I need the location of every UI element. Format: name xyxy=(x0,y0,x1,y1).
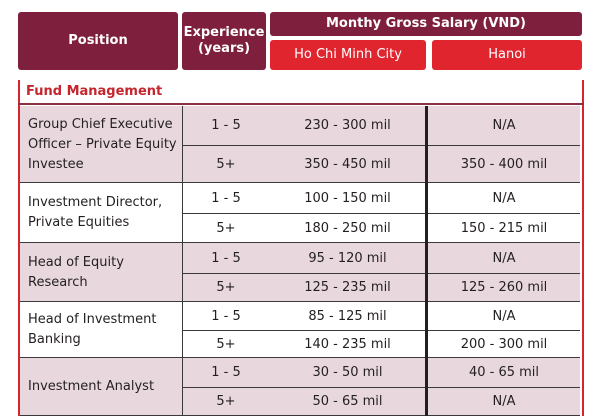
hcmc-salary-cell: 350 - 450 mil xyxy=(304,156,391,172)
hcmc-salary-cell: 100 - 150 mil xyxy=(304,190,391,206)
sub-row-divider xyxy=(182,330,580,331)
section-divider xyxy=(18,103,584,105)
hanoi-salary-cell: 200 - 300 mil xyxy=(460,336,548,352)
header-hanoi-label: Hanoi xyxy=(488,47,526,62)
header-hanoi: Hanoi xyxy=(432,40,582,70)
hanoi-salary-cell: 125 - 260 mil xyxy=(460,280,548,295)
hanoi-salary-cell: N/A xyxy=(492,118,516,133)
hanoi-salary-cell: N/A xyxy=(492,394,516,409)
hanoi-salary-cell: 40 - 65 mil xyxy=(468,365,540,380)
section-title: Fund Management xyxy=(26,84,163,99)
table-row-block: Investment Director, Private Equities 1 -… xyxy=(20,183,580,243)
header-hcmc-label: Ho Chi Minh City xyxy=(294,47,402,62)
row-divider xyxy=(20,357,580,358)
table-row-block: Head of Investment Banking 1 - 5 85 - 125 … xyxy=(20,302,580,358)
header-experience-label: Experience (years) xyxy=(183,25,265,56)
table-row-block: Head of Equity Research 1 - 5 95 - 120 mil… xyxy=(20,243,580,302)
experience-cell: 5+ xyxy=(216,220,236,236)
city-column-divider xyxy=(425,106,428,416)
position-label: Investment Director, Private Equities xyxy=(28,195,163,230)
experience-cell: 1 - 5 xyxy=(211,190,241,206)
section-frame xyxy=(18,80,584,416)
header-salary: Monthy Gross Salary (VND) xyxy=(270,12,582,36)
hcmc-salary-cell: 95 - 120 mil xyxy=(308,250,387,266)
column-divider xyxy=(182,106,183,183)
hanoi-salary-cell: 350 - 400 mil xyxy=(460,156,548,172)
experience-cell: 5+ xyxy=(216,336,236,352)
sub-row-divider xyxy=(182,273,580,274)
hcmc-salary-cell: 50 - 65 mil xyxy=(312,394,383,409)
experience-cell: 1 - 5 xyxy=(211,118,241,133)
header-position-label: Position xyxy=(68,33,128,48)
hcmc-salary-cell: 140 - 235 mil xyxy=(304,336,391,352)
position-label: Head of Equity Research xyxy=(28,254,124,290)
hanoi-salary-cell: 150 - 215 mil xyxy=(460,220,548,236)
experience-cell: 1 - 5 xyxy=(211,365,241,380)
experience-cell: 5+ xyxy=(216,156,236,172)
hanoi-salary-cell: N/A xyxy=(492,308,516,324)
header-experience: Experience (years) xyxy=(182,12,266,70)
hcmc-salary-cell: 230 - 300 mil xyxy=(304,118,391,133)
column-divider xyxy=(182,243,183,302)
hcmc-salary-cell: 180 - 250 mil xyxy=(304,220,391,236)
experience-cell: 5+ xyxy=(216,394,236,409)
row-divider xyxy=(20,242,580,243)
experience-cell: 1 - 5 xyxy=(211,250,241,266)
experience-cell: 5+ xyxy=(216,280,236,295)
header-hcmc: Ho Chi Minh City xyxy=(270,40,426,70)
table-row-block: Group Chief Executive Officer – Private … xyxy=(20,106,580,183)
sub-row-divider xyxy=(182,213,580,214)
sub-row-divider xyxy=(182,145,580,146)
sub-row-divider xyxy=(182,387,580,388)
position-label: Head of Investment Banking xyxy=(28,312,157,347)
row-divider xyxy=(20,182,580,183)
hcmc-salary-cell: 125 - 235 mil xyxy=(304,280,391,295)
header-position: Position xyxy=(18,12,178,70)
hanoi-salary-cell: N/A xyxy=(492,250,516,266)
table-row-block: Investment Analyst 1 - 5 30 - 50 mil 40 - 6… xyxy=(20,358,580,416)
hcmc-salary-cell: 85 - 125 mil xyxy=(308,308,387,324)
position-label: Investment Analyst xyxy=(28,379,155,394)
experience-cell: 1 - 5 xyxy=(211,308,241,324)
row-divider xyxy=(20,301,580,302)
hcmc-salary-cell: 30 - 50 mil xyxy=(312,365,383,380)
position-label: Group Chief Executive Officer – Private … xyxy=(28,116,177,172)
header-salary-label: Monthy Gross Salary (VND) xyxy=(326,16,526,31)
hanoi-salary-cell: N/A xyxy=(492,190,516,206)
